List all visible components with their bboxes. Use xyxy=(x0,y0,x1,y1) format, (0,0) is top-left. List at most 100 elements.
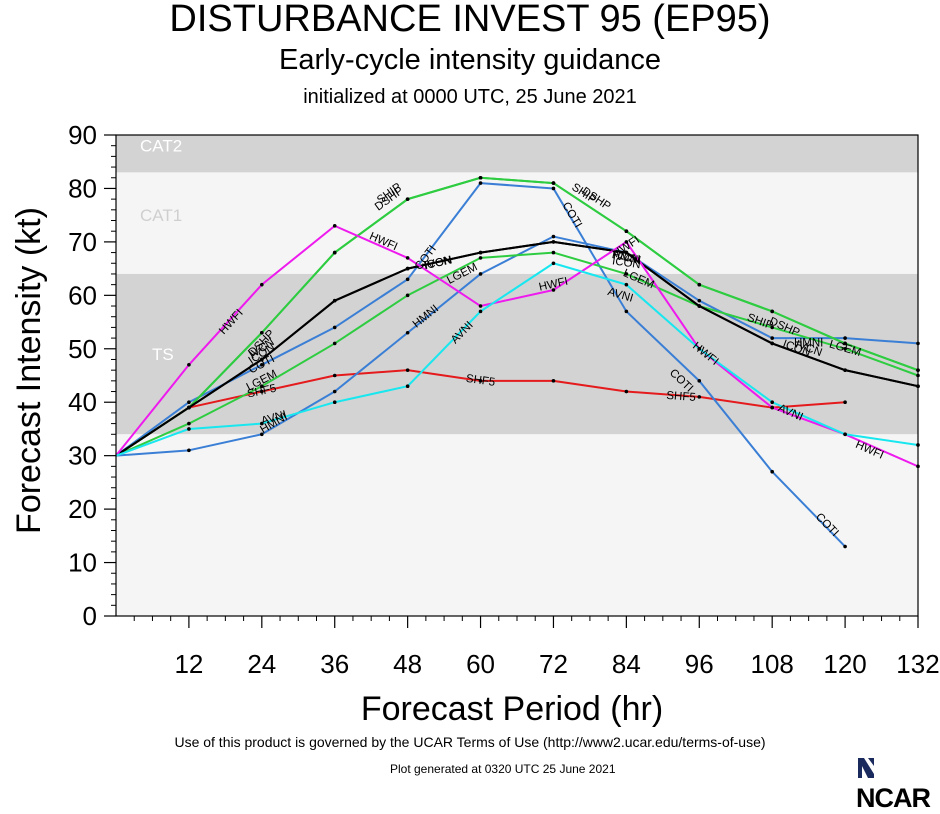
data-point-shf5 xyxy=(260,389,264,394)
y-tick-label: 90 xyxy=(68,120,97,150)
data-point-ship xyxy=(697,282,702,287)
data-point-hwfi xyxy=(770,405,774,410)
data-point-lgem xyxy=(260,384,264,388)
y-tick-label: 0 xyxy=(83,601,97,631)
series-line-ship xyxy=(115,176,919,457)
data-point-hwfi xyxy=(332,224,337,228)
y-tick-label: 10 xyxy=(68,548,97,578)
x-tick-label: 12 xyxy=(174,649,203,679)
series-line-avni xyxy=(115,262,919,457)
band-td xyxy=(116,434,918,616)
data-point-ship xyxy=(332,250,337,255)
data-point-hwfi xyxy=(187,363,191,367)
chart-title: DISTURBANCE INVEST 95 (EP95) xyxy=(169,0,771,40)
ncar-logo: NCAR xyxy=(856,752,940,814)
data-point-avni xyxy=(187,427,191,431)
data-point-ivcn xyxy=(187,405,191,410)
band-label-cat2: CAT2 xyxy=(140,137,182,156)
data-point-lgem xyxy=(478,256,483,260)
intensity-chart: CAT2CAT1TSSHF5SHF5SHF5COTICOTICOTICOTICO… xyxy=(10,120,940,728)
y-tick-label: 80 xyxy=(68,173,97,203)
data-point-coti xyxy=(332,325,337,330)
data-point-ivcn xyxy=(478,250,483,255)
data-point-hwfi xyxy=(551,288,556,292)
data-point-hmni xyxy=(843,336,847,340)
data-point-shf5 xyxy=(697,395,702,399)
y-tick-label: 70 xyxy=(68,227,97,257)
data-point-coti xyxy=(260,363,264,367)
data-point-ship xyxy=(551,181,556,185)
series-line-ivcn xyxy=(115,240,919,457)
data-point-hmni xyxy=(770,336,774,340)
data-point-hmni xyxy=(187,448,191,453)
terms-of-use-note: Use of this product is governed by the U… xyxy=(174,734,766,750)
data-point-coti xyxy=(187,400,191,405)
y-tick-label: 40 xyxy=(68,387,97,417)
data-point-hmni xyxy=(332,389,337,394)
ncar-logo-icon xyxy=(856,756,876,780)
x-tick-label: 72 xyxy=(539,649,568,679)
x-tick-label: 84 xyxy=(612,649,641,679)
data-point-avni xyxy=(624,282,629,287)
data-point-shf5 xyxy=(478,379,483,383)
data-point-ship xyxy=(770,309,774,314)
data-point-ivcn xyxy=(405,266,410,271)
data-point-hmni xyxy=(478,272,483,276)
series-label-hmni: HMNI xyxy=(794,337,823,349)
data-point-hmni xyxy=(551,234,556,239)
data-point-coti xyxy=(405,277,410,282)
data-point-avni xyxy=(551,261,556,266)
x-tick-label: 120 xyxy=(823,649,866,679)
x-axis-label: Forecast Period (hr) xyxy=(361,690,663,728)
data-point-ship xyxy=(843,341,847,346)
band-cat2 xyxy=(116,135,918,173)
data-point-hwfi xyxy=(624,240,629,244)
x-tick-label: 132 xyxy=(896,649,939,679)
ncar-logo-text: NCAR xyxy=(856,783,931,813)
y-axis-label: Forecast Intensity (kt) xyxy=(10,207,48,534)
data-point-ivcn xyxy=(624,250,629,255)
x-tick-label: 24 xyxy=(247,649,276,679)
band-cat1 xyxy=(116,172,918,274)
series-label-shf5: SHF5 xyxy=(666,390,696,404)
data-point-ivcn xyxy=(697,304,702,308)
data-point-shf5 xyxy=(405,368,410,372)
data-point-lgem xyxy=(405,293,410,298)
data-point-lgem xyxy=(332,341,337,346)
data-point-avni xyxy=(332,400,337,405)
data-point-hwfi xyxy=(478,304,483,308)
data-point-avni xyxy=(770,400,774,405)
y-tick-label: 50 xyxy=(68,334,97,364)
series-line-hwfi xyxy=(115,224,919,468)
data-point-avni xyxy=(478,309,483,314)
band-label-ts: TS xyxy=(152,345,174,364)
data-point-shf5 xyxy=(332,373,337,378)
data-point-ship xyxy=(260,330,264,335)
data-point-lgem xyxy=(187,421,191,426)
data-point-coti xyxy=(697,379,702,383)
x-tick-label: 48 xyxy=(393,649,422,679)
data-point-lgem xyxy=(843,346,847,351)
plot-generated-note: Plot generated at 0320 UTC 25 June 2021 xyxy=(390,762,616,776)
data-point-coti xyxy=(624,309,629,314)
data-point-lgem xyxy=(624,272,629,276)
data-point-ivcn xyxy=(843,368,847,372)
series-label-ivcn: IVCN xyxy=(612,250,641,266)
data-point-avni xyxy=(405,384,410,388)
data-point-shf5 xyxy=(551,379,556,383)
data-point-ship xyxy=(405,197,410,201)
x-tick-label: 108 xyxy=(750,649,793,679)
data-point-avni xyxy=(843,432,847,437)
data-point-shf5 xyxy=(843,400,847,405)
x-tick-label: 96 xyxy=(685,649,714,679)
x-tick-label: 36 xyxy=(320,649,349,679)
data-point-coti xyxy=(770,469,774,474)
y-tick-label: 60 xyxy=(68,280,97,310)
data-point-lgem xyxy=(551,250,556,255)
data-point-avni xyxy=(697,346,702,351)
data-point-hmni xyxy=(260,432,264,437)
data-point-lgem xyxy=(770,325,774,330)
band-label-cat1: CAT1 xyxy=(140,206,182,225)
series-line-lgem xyxy=(115,251,919,457)
chart-subtitle: Early-cycle intensity guidance xyxy=(278,44,661,76)
